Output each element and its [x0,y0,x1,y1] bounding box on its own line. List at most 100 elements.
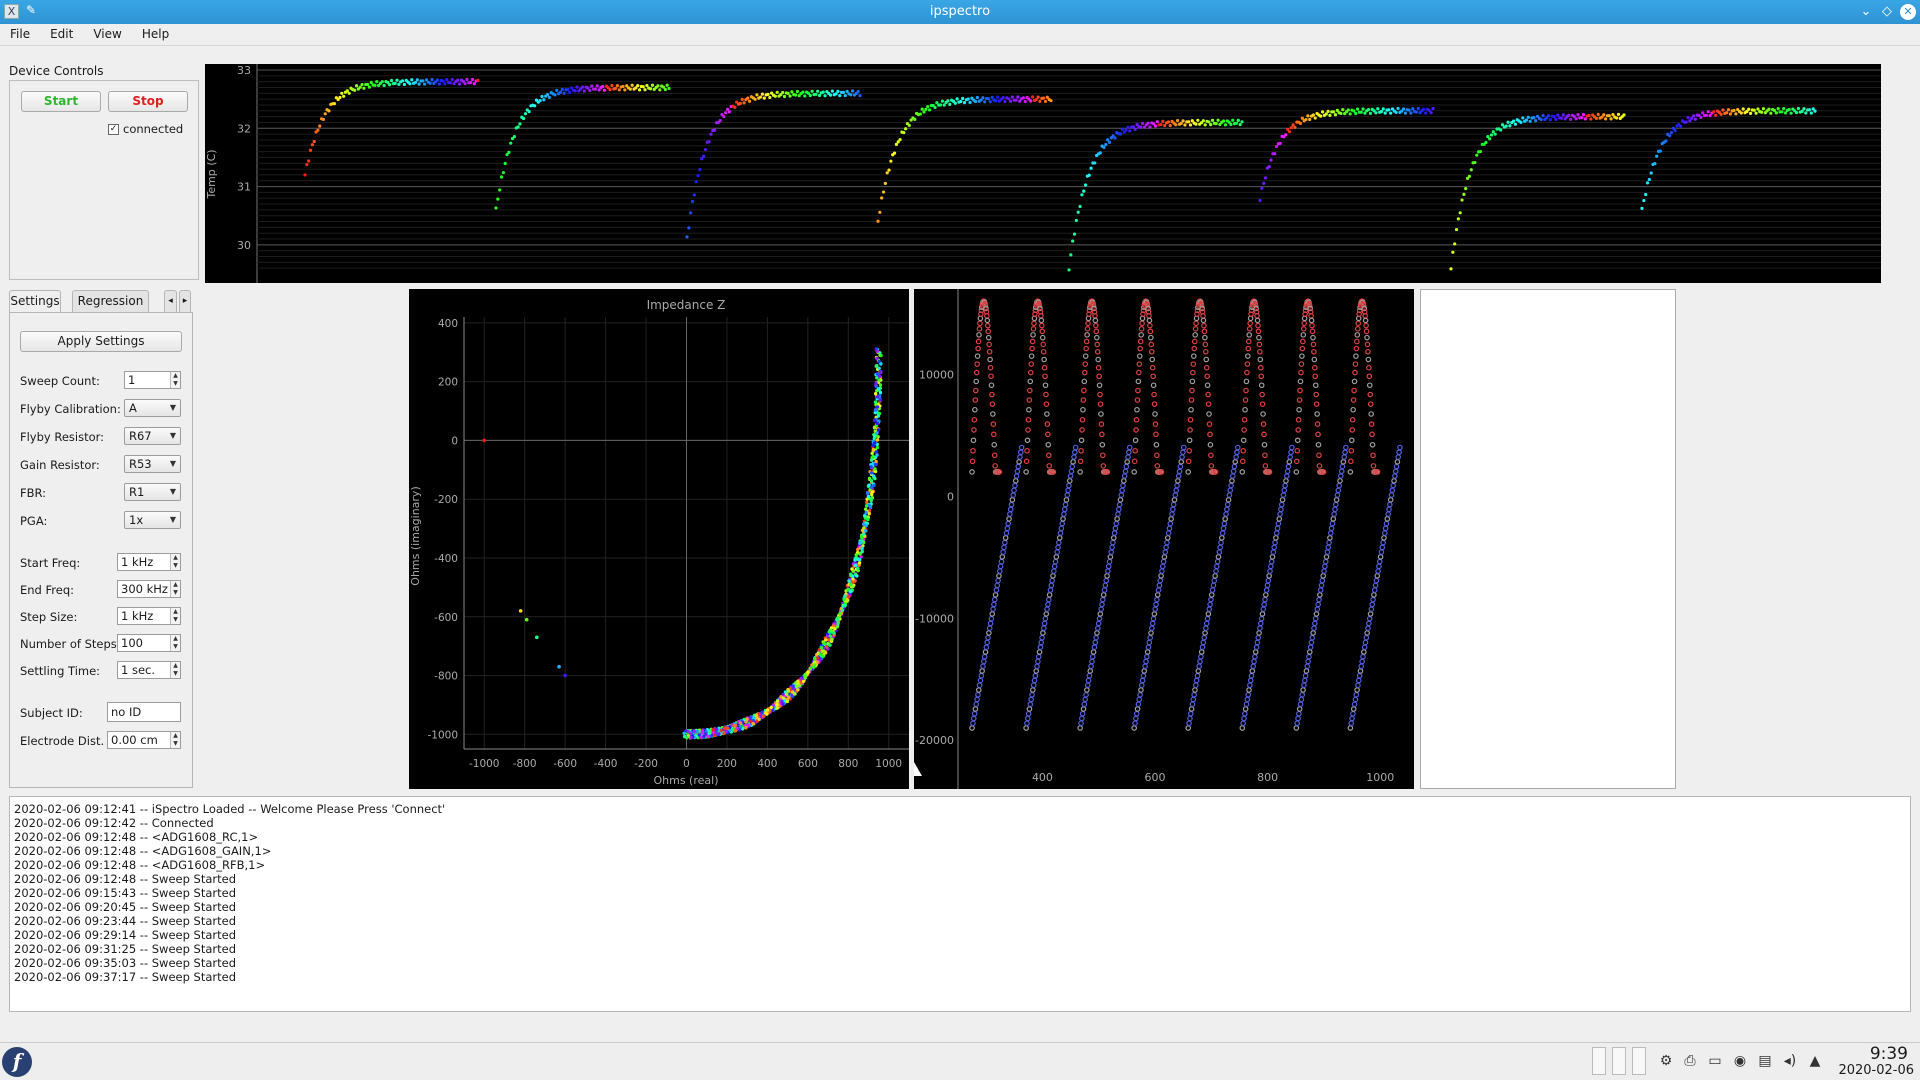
imaginary-component-point [1289,444,1295,451]
imaginary-component-point [1180,444,1187,451]
real-component-point [1041,356,1047,363]
temperature-plot[interactable]: 30 31 32 33 Temp (C) [205,64,1881,283]
imaginary-component-point [1287,454,1293,460]
impedance-point [878,398,882,402]
real-component-point [1150,382,1157,389]
tab-regression[interactable]: Regression [72,290,149,312]
flyby-calibration-select[interactable]: A ▼ [124,399,181,417]
start-freq-spinbox[interactable]: 1 kHz ▲ ▼ [117,553,181,571]
spin-arrows-icon[interactable]: ▲ ▼ [170,581,180,597]
temp-point [1475,153,1479,157]
impedance-point [815,656,820,660]
temp-point [981,96,985,100]
real-component-point [970,447,976,454]
clipboard-icon[interactable]: ▤ [1758,1053,1772,1069]
menu-file[interactable]: File [10,27,31,41]
log-console[interactable]: 2020-02-06 09:12:41 -- iSpectro Loaded -… [9,796,1911,1012]
temp-point [634,86,638,90]
log-line: 2020-02-06 09:23:44 -- Sweep Started [14,914,237,928]
display-icon[interactable]: ▭ [1708,1053,1722,1069]
stop-button[interactable]: Stop [108,91,188,112]
electrode-dist-spinbox[interactable]: 0.00 cm ▲ ▼ [107,731,181,749]
tab-scroll-left-icon[interactable]: ◂ [164,290,177,312]
gain-resistor-select[interactable]: R53 ▼ [124,455,181,473]
menu-view[interactable]: View [93,27,122,41]
imaginary-component-point [1160,558,1167,565]
flyby-resistor-select[interactable]: R67 ▼ [124,427,181,445]
temp-point [948,102,952,106]
imaginary-component-point [1065,487,1071,494]
tab-scroll-right-icon[interactable]: ▸ [179,290,191,312]
real-component-point [1203,356,1210,363]
clock-date[interactable]: 2020-02-06 [1838,1063,1914,1078]
imaginary-component-point [1304,663,1311,670]
x-tick-label: -400 [594,758,618,770]
network-manager-icon[interactable]: ⚙ [1659,1053,1673,1069]
tray-expand-icon[interactable]: ▲ [1809,1053,1821,1069]
step-size-spinbox[interactable]: 1 kHz ▲ ▼ [117,607,181,625]
spin-arrows-icon[interactable]: ▲ ▼ [170,554,180,570]
pga-select[interactable]: 1x ▼ [124,511,181,529]
pin-icon[interactable]: ✎ [26,3,37,17]
imaginary-component-point [1054,549,1060,555]
real-component-point [1027,369,1034,376]
volume-icon[interactable]: ◂) [1783,1053,1797,1069]
imaginary-component-point [1110,535,1117,541]
workspace-2[interactable] [1612,1047,1626,1075]
spin-arrows-icon[interactable]: ▲ ▼ [170,635,180,651]
real-component-point [1255,328,1262,335]
settling-time-spinbox[interactable]: 1 sec. ▲ ▼ [117,661,181,679]
imaginary-component-point [1039,634,1045,641]
menu-edit[interactable]: Edit [50,27,74,41]
imaginary-component-point [1026,706,1033,712]
impedance-point [878,390,883,395]
temp-point [1141,121,1145,125]
end-freq-spinbox[interactable]: 300 kHz ▲ ▼ [117,580,181,598]
tab-settings[interactable]: Settings [9,290,61,313]
impedance-plot[interactable]: Impedance Z -1000 -800 -600 -400 -200 0 200 400 6… [409,289,909,789]
impedance-point [862,526,866,530]
app-icon[interactable]: X [4,4,19,19]
impedance-point [879,362,883,366]
maximize-icon[interactable]: ◇ [1882,4,1892,19]
real-component-point [1040,341,1047,348]
temp-point [1454,227,1459,232]
spin-arrows-icon[interactable]: ▲ ▼ [170,372,180,388]
impedance-components-plot[interactable]: 10000 0 -10000 -20000 400 600 800 1000 [914,289,1414,789]
temp-point [569,86,574,90]
temp-point [816,89,820,93]
imaginary-component-point [1386,506,1392,513]
x-tick-label: 0 [683,758,690,770]
imaginary-component-point [1306,653,1312,660]
workspace-3[interactable] [1632,1047,1646,1075]
impedance-point [790,693,794,697]
spin-arrows-icon[interactable]: ▲ ▼ [170,608,180,624]
connected-checkbox[interactable]: ✓ [108,124,119,135]
temp-point [1449,267,1453,271]
fbr-select[interactable]: R1 ▼ [124,483,181,501]
spin-arrows-icon[interactable]: ▲ ▼ [170,732,180,748]
usb-icon[interactable]: ⎙ [1684,1053,1696,1069]
spin-arrows-icon[interactable]: ▲ ▼ [170,662,180,678]
imaginary-component-point [1126,449,1132,456]
imaginary-component-point [1266,573,1272,579]
real-component-point [1031,320,1037,327]
menu-help[interactable]: Help [141,27,170,41]
imaginary-component-point [1267,568,1273,574]
close-icon[interactable]: ✕ [1900,4,1916,20]
temp-point [423,82,427,86]
clock-time[interactable]: 9:39 [1869,1044,1908,1064]
start-button[interactable]: Start [21,91,101,112]
imaginary-component-point [992,592,999,598]
workspace-1[interactable] [1592,1047,1606,1075]
temp-point [389,78,394,83]
apply-settings-button[interactable]: Apply Settings [20,331,182,352]
subject-id-input[interactable]: no ID [107,702,181,722]
chevron-down-icon: ▼ [169,431,176,440]
imaginary-component-point [1045,601,1051,608]
sweep-count-spinbox[interactable]: 1 ▲ ▼ [124,371,181,389]
minimize-icon[interactable]: ⌄ [1860,4,1872,19]
num-steps-spinbox[interactable]: 100 ▲ ▼ [117,634,181,652]
update-icon[interactable]: ◉ [1733,1053,1747,1069]
fedora-menu-icon[interactable]: f [2,1047,32,1077]
